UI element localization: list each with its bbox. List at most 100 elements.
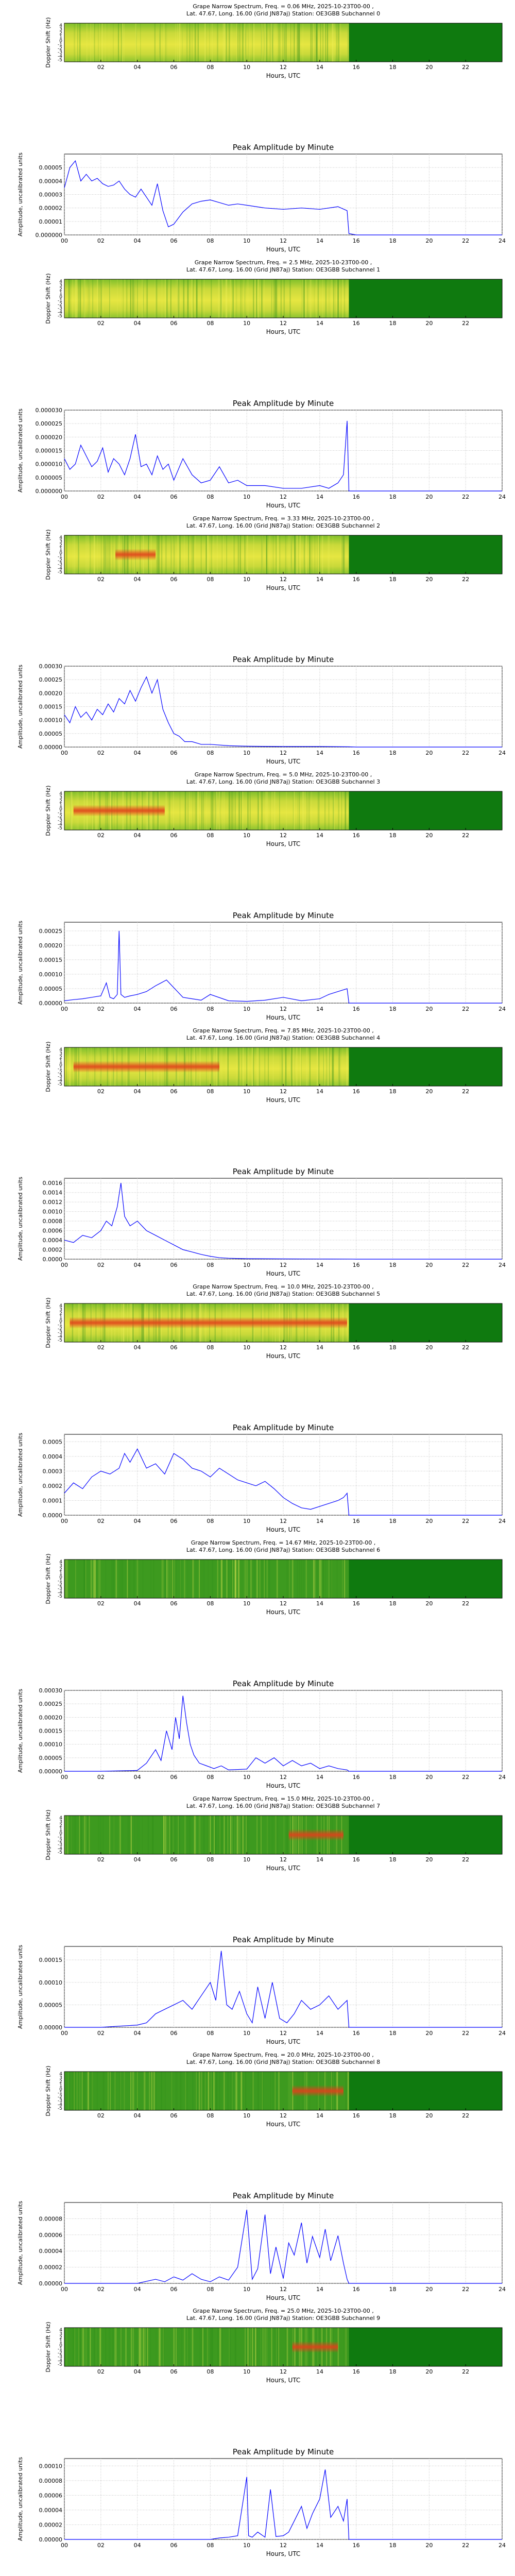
spectrogram-xtick: 12	[280, 1088, 287, 1095]
spectrogram-noise-stripe	[78, 279, 79, 318]
spectrogram-noise-stripe	[346, 2072, 347, 2110]
amplitude-ytick: 0.00015	[39, 704, 63, 710]
amplitude-xtick: 24	[499, 2030, 506, 2037]
amplitude-ytick: 0.0006	[43, 1228, 63, 1234]
spectrogram-noise-stripe	[214, 1816, 215, 1854]
spectrogram-xtick: 20	[425, 2112, 433, 2119]
spectrogram-noise-stripe	[342, 535, 344, 574]
spectrogram-noise-stripe	[67, 1816, 68, 1854]
spectrogram-noise-stripe	[345, 791, 346, 830]
spectrogram-xtick: 04	[134, 1856, 141, 1863]
spectrogram-noise-stripe	[216, 535, 218, 574]
amplitude-chart-6: Peak Amplitude by Minute 0.00000 0.00005 0.…	[17, 1679, 506, 1789]
spectrogram-noise-stripe	[216, 2072, 218, 2110]
spectrogram-noise-stripe	[254, 279, 255, 318]
spectrogram-ytick: 0	[59, 295, 62, 300]
spectrogram-noise-stripe	[228, 1560, 229, 1598]
spectrogram-noise-stripe	[200, 535, 202, 574]
spectrogram-noise-stripe	[270, 23, 271, 62]
amplitude-ytick: 0.00015	[39, 1728, 63, 1735]
spectrogram-noise-stripe	[186, 23, 188, 62]
spectrogram-noise-stripe	[234, 791, 236, 830]
spectrogram-ylabel: Doppler Shift (Hz)	[45, 785, 52, 836]
spectrogram-noise-stripe	[256, 1560, 258, 1598]
spectrogram-noise-stripe	[222, 23, 225, 62]
spectrogram-noise-stripe	[111, 1560, 113, 1598]
spectrogram-ylabel: Doppler Shift (Hz)	[45, 17, 52, 67]
spectrogram-noise-stripe	[165, 1560, 166, 1598]
spectrogram-noise-stripe	[260, 1816, 262, 1854]
spectrogram-noise-stripe	[275, 279, 277, 318]
spectrogram-noise-stripe	[223, 2072, 225, 2110]
spectrogram-ytick: -1	[58, 298, 62, 303]
spectrogram-noise-stripe	[165, 535, 167, 574]
spectrogram-noise-stripe	[271, 279, 273, 318]
spectrogram-ytick: -3	[58, 2098, 62, 2104]
spectrogram-xtick: 18	[389, 1088, 397, 1095]
spectrogram-noise-stripe	[167, 1560, 168, 1598]
spectrogram-ytick: -5	[58, 2106, 62, 2111]
spectrogram-noise-stripe	[294, 1047, 295, 1086]
spectrogram-noise-stripe	[150, 1560, 151, 1598]
amplitude-xtick: 00	[61, 1006, 68, 1012]
spectrogram-noise-stripe	[252, 1047, 254, 1086]
spectrogram-noise-stripe	[298, 23, 300, 62]
amplitude-ytick: 0.00002	[39, 2521, 63, 2528]
spectrogram-noise-stripe	[85, 2328, 87, 2366]
spectrogram-noise-stripe	[248, 1816, 249, 1854]
spectrogram-red-band	[73, 805, 165, 817]
amplitude-xtick: 22	[462, 494, 469, 500]
amplitude-xtick: 08	[207, 2542, 214, 2549]
amplitude-ytick: 0.00025	[39, 928, 63, 935]
spectrogram-noise-stripe	[175, 23, 176, 62]
spectrogram-noise-stripe	[90, 535, 91, 574]
spectrogram-noise-stripe	[340, 535, 342, 574]
spectrogram-noise-stripe	[158, 2328, 160, 2366]
spectrogram-noise-stripe	[184, 1816, 186, 1854]
spectrogram-noise-stripe	[165, 23, 166, 62]
spectrogram-noise-stripe	[122, 23, 123, 62]
spectrogram-noise-stripe	[83, 2072, 85, 2110]
spectrogram-noise-stripe	[229, 2328, 231, 2366]
spectrogram-noise-stripe	[273, 279, 275, 318]
amplitude-ytick: 0.00006	[39, 2232, 63, 2239]
spectrogram-noise-stripe	[94, 2328, 95, 2366]
spectrogram-noise-stripe	[99, 279, 100, 318]
spectrogram-5: Grape Narrow Spectrum, Freq. = 10.0 MHz,…	[45, 1283, 503, 1360]
spectrogram-noise-stripe	[109, 1816, 110, 1854]
spectrogram-noise-stripe	[187, 2328, 190, 2366]
spectrogram-noise-stripe	[69, 2072, 70, 2110]
spectrogram-noise-stripe	[211, 2328, 213, 2366]
spectrogram-noise-stripe	[294, 23, 295, 62]
spectrogram-noise-stripe	[279, 791, 280, 830]
spectrogram-xtick: 22	[462, 832, 469, 839]
spectrogram-noise-stripe	[259, 1560, 261, 1598]
spectrogram-noise-stripe	[71, 1047, 73, 1086]
spectrogram-noise-stripe	[79, 2328, 81, 2366]
spectrogram-noise-stripe	[252, 279, 254, 318]
spectrogram-noise-stripe	[203, 1560, 204, 1598]
spectrogram-noise-stripe	[97, 1560, 98, 1598]
spectrogram-ytick: -2	[58, 1071, 62, 1076]
amplitude-xtick: 08	[207, 494, 214, 500]
spectrogram-noise-stripe	[282, 23, 283, 62]
amplitude-xtick: 16	[353, 1262, 360, 1268]
spectrogram-noise-stripe	[98, 1560, 99, 1598]
amplitude-xtick: 04	[134, 1006, 141, 1012]
spectrogram-noise-stripe	[329, 1047, 330, 1086]
amplitude-series-line	[64, 1696, 502, 1772]
spectrogram-noise-stripe	[70, 791, 72, 830]
spectrogram-noise-stripe	[262, 2072, 263, 2110]
spectrogram-noise-stripe	[285, 23, 287, 62]
spectrogram-noise-stripe	[300, 1047, 301, 1086]
spectrogram-noise-stripe	[194, 791, 196, 830]
spectrogram-noise-stripe	[169, 1560, 171, 1598]
spectrogram-noise-stripe	[272, 535, 274, 574]
spectrogram-xtick: 22	[462, 576, 469, 583]
amplitude-title: Peak Amplitude by Minute	[233, 1167, 334, 1176]
spectrogram-noise-stripe	[253, 1560, 255, 1598]
spectrogram-noise-stripe	[281, 23, 282, 62]
amplitude-ytick: 0.00000	[39, 2024, 63, 2031]
spectrogram-ytick: 0	[59, 551, 62, 556]
spectrogram-noise-stripe	[192, 2328, 194, 2366]
